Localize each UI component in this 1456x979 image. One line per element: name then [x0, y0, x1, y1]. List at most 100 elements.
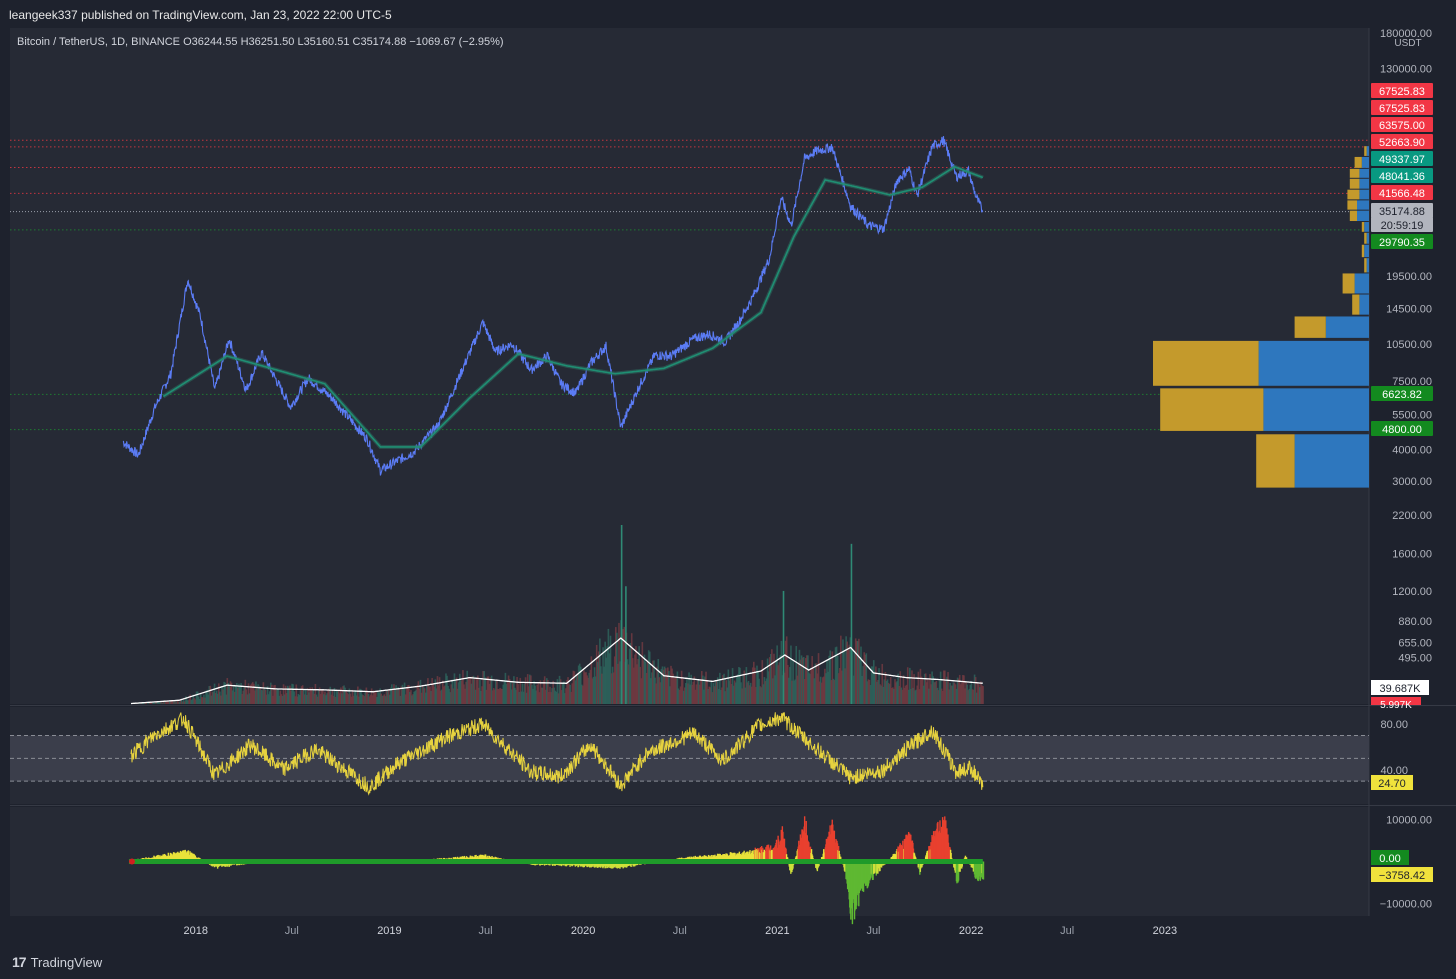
volume-bar — [181, 701, 184, 704]
volume-bar — [301, 685, 304, 704]
volume-bar — [880, 685, 882, 704]
volume-bar — [497, 688, 499, 704]
volume-profile-sell-bar — [1349, 178, 1360, 189]
volume-bar — [899, 671, 902, 704]
rsi-line — [130, 712, 984, 796]
volume-bar — [298, 695, 301, 704]
volume-bar — [791, 680, 793, 704]
volume-bar — [201, 697, 203, 704]
volume-bar — [726, 687, 729, 704]
volume-bar — [959, 684, 962, 704]
volume-bar — [773, 653, 775, 704]
volume-bar — [345, 689, 347, 704]
volume-bar — [945, 681, 947, 704]
volume-bar — [251, 682, 254, 704]
volume-bar — [605, 657, 608, 704]
volume-bar — [254, 690, 256, 704]
volume-bar — [488, 683, 491, 704]
volume-bar — [687, 683, 689, 704]
volume-bar — [368, 696, 371, 704]
volume-bar — [259, 687, 262, 704]
volume-bar — [982, 686, 984, 704]
volume-cut-text: 5.997K — [1380, 700, 1412, 711]
volume-bar — [145, 702, 148, 704]
volume-bar — [759, 686, 761, 704]
volume-bar — [947, 672, 949, 704]
volume-bar — [487, 676, 490, 704]
volume-bar — [979, 687, 981, 704]
volume-bar — [970, 681, 973, 704]
volume-bar — [225, 694, 228, 704]
volume-bar — [522, 691, 525, 704]
volume-bar — [270, 682, 272, 704]
volume-bar — [527, 686, 530, 704]
price-label-tag — [1371, 134, 1433, 149]
volume-bar — [805, 658, 807, 704]
volume-profile-sell-bar — [1160, 388, 1264, 431]
tradingview-brand[interactable]: 17 TradingView — [12, 954, 102, 970]
volume-bar — [677, 688, 680, 704]
volume-bar — [900, 687, 903, 704]
publish-header: leangeek337 published on TradingView.com… — [0, 0, 1456, 28]
volume-bar — [446, 675, 448, 704]
volume-bar — [847, 650, 850, 704]
volume-bar — [525, 692, 528, 704]
volume-bar — [523, 683, 526, 704]
volume-bar — [745, 667, 748, 704]
chart-canvas[interactable]: 180000.00 130000.00 19500.00 14500.00 10500.… — [0, 0, 1456, 944]
volume-bar — [933, 682, 936, 704]
volume-bar — [550, 692, 552, 704]
volume-bar — [319, 693, 322, 704]
price-tick-label: 4000.00 — [1392, 445, 1432, 457]
volume-bar — [208, 686, 211, 704]
volume-bar — [622, 629, 625, 704]
price-tick-label: 2200.00 — [1392, 510, 1432, 522]
volume-bar — [564, 693, 566, 704]
volume-bar — [975, 692, 978, 704]
price-label-tag — [1371, 217, 1433, 232]
volume-tick-label: 1600.00 — [1392, 548, 1432, 560]
volume-bar — [871, 666, 874, 704]
volume-bar — [743, 670, 746, 704]
volume-bar — [515, 689, 517, 704]
volume-bar — [962, 674, 964, 704]
volume-bar — [764, 681, 767, 704]
volume-bar — [198, 698, 201, 704]
volume-bar — [526, 674, 529, 704]
volume-bar — [842, 639, 844, 704]
volume-bar — [536, 684, 539, 704]
volume-bar — [594, 676, 597, 704]
volume-bar — [309, 687, 311, 704]
volume-bar — [559, 679, 562, 704]
volume-bar — [531, 684, 533, 704]
volume-bar — [334, 696, 337, 704]
volume-bar — [474, 689, 477, 704]
volume-bar — [182, 700, 185, 704]
volume-bar — [866, 681, 869, 704]
volume-bar — [909, 667, 911, 704]
volume-bar — [678, 689, 681, 704]
volume-bar — [326, 693, 328, 704]
volume-profile-sell-bar — [1352, 294, 1360, 315]
volume-bar — [332, 695, 335, 704]
axis-unit-label: USDT — [1394, 38, 1421, 49]
volume-bar — [316, 696, 319, 704]
volume-bar — [402, 688, 405, 704]
volume-cut-tag — [1371, 697, 1421, 705]
volume-bar — [661, 666, 664, 704]
volume-bar — [709, 687, 712, 704]
volume-bar — [708, 686, 711, 704]
volume-bar — [976, 683, 979, 704]
volume-bar — [630, 633, 633, 704]
volume-bar — [220, 695, 222, 704]
volume-bar — [293, 691, 295, 704]
volume-bar — [153, 702, 155, 704]
volume-bar — [311, 687, 314, 704]
volume-bar — [357, 686, 359, 704]
volume-bar — [803, 679, 806, 704]
volume-bar — [303, 694, 306, 704]
volume-bar — [312, 688, 315, 704]
volume-bar — [419, 679, 422, 704]
volume-profile-sell-bar — [1349, 210, 1357, 222]
volume-bar — [529, 674, 531, 704]
